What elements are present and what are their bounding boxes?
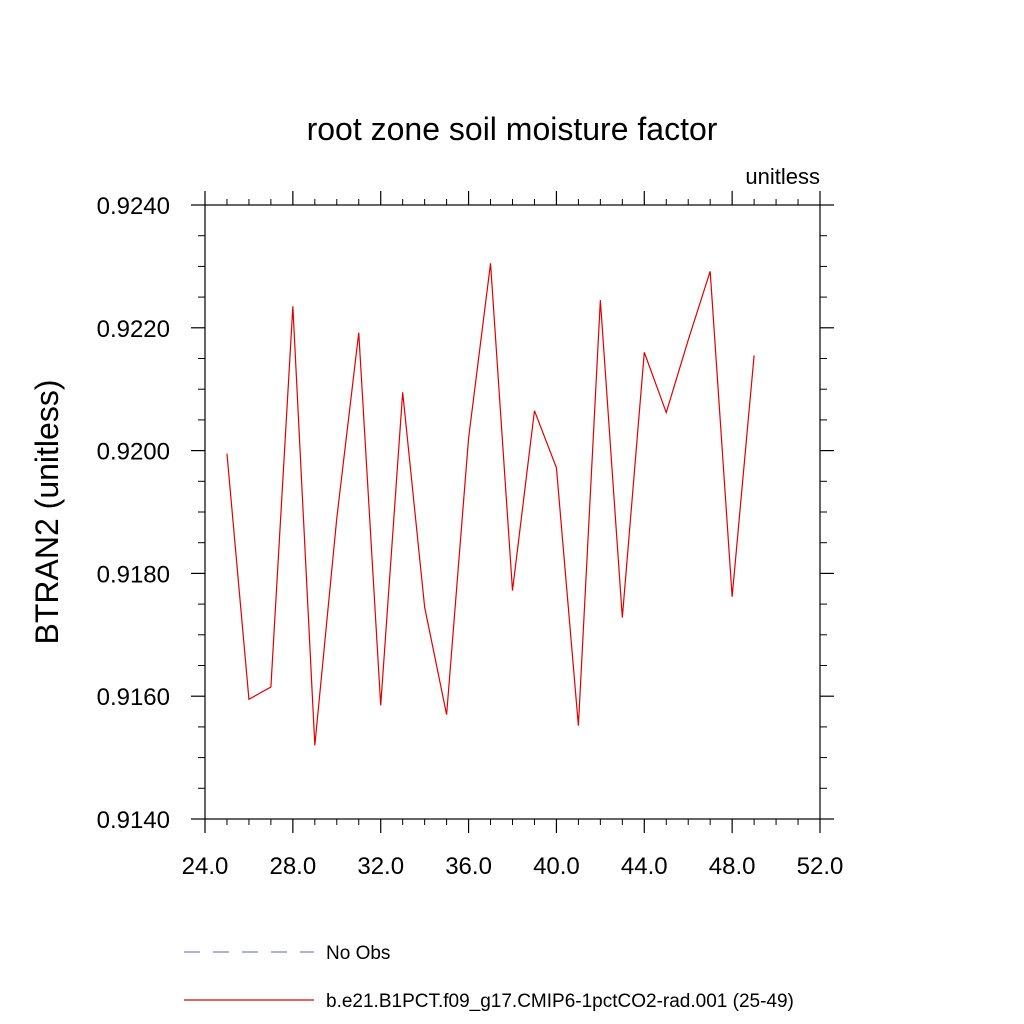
units-label: unitless: [745, 164, 820, 189]
y-axis-label: BTRAN2 (unitless): [29, 380, 65, 645]
data-point: [335, 517, 338, 520]
y-tick-label: 0.9200: [97, 439, 170, 466]
data-point: [357, 331, 360, 334]
data-point: [379, 704, 382, 707]
plot-frame: [204, 204, 821, 820]
x-tick-label: 44.0: [621, 853, 668, 880]
data-point: [709, 270, 712, 273]
data-point: [731, 595, 734, 598]
data-point: [291, 305, 294, 308]
series-line: [226, 263, 755, 746]
x-tick-label: 24.0: [182, 853, 229, 880]
series-lines: [225, 262, 756, 747]
data-point: [445, 713, 448, 716]
data-point: [467, 437, 470, 440]
legend-label: b.e21.B1PCT.f09_g17.CMIP6-1pctCO2-rad.00…: [326, 991, 794, 1012]
data-point: [753, 354, 756, 357]
data-point: [621, 616, 624, 619]
data-point: [269, 685, 272, 688]
y-tick-label: 0.9220: [97, 316, 170, 343]
data-point: [687, 339, 690, 342]
x-tick-label: 28.0: [269, 853, 316, 880]
data-point: [511, 589, 514, 592]
x-tick-label: 36.0: [445, 853, 492, 880]
chart-title: root zone soil moisture factor: [307, 111, 718, 147]
data-point: [423, 606, 426, 609]
legend: No Obs b.e21.B1PCT.f09_g17.CMIP6-1pctCO2-…: [184, 943, 794, 1012]
y-tick-label: 0.9140: [97, 807, 170, 834]
legend-label: No Obs: [326, 943, 390, 964]
x-tick-label: 48.0: [709, 853, 756, 880]
data-point: [247, 698, 250, 701]
data-point: [577, 724, 580, 727]
axis-ticks: [191, 191, 834, 833]
y-tick-label: 0.9160: [97, 684, 170, 711]
x-tick-label: 32.0: [357, 853, 404, 880]
data-point: [555, 466, 558, 469]
x-tick-label: 52.0: [797, 853, 844, 880]
data-point: [225, 452, 228, 455]
data-point: [489, 262, 492, 265]
x-tick-label: 40.0: [533, 853, 580, 880]
data-point: [643, 351, 646, 354]
data-point: [665, 411, 668, 414]
y-tick-label: 0.9240: [97, 193, 170, 220]
data-point: [533, 409, 536, 412]
axis-tick-labels: 24.0 28.0 32.0 36.0 40.0 44.0 48.0 52.0 0.9140 0.…: [97, 193, 844, 880]
data-point: [401, 391, 404, 394]
data-point: [599, 299, 602, 302]
y-tick-label: 0.9180: [97, 561, 170, 588]
data-point: [313, 744, 316, 747]
